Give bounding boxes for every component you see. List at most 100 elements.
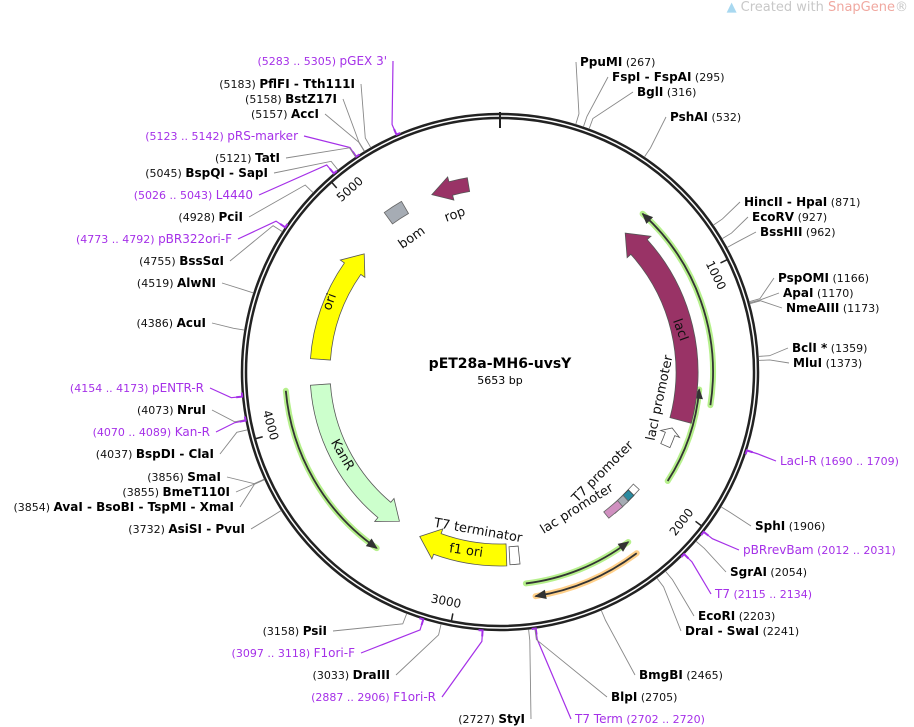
site-label[interactable]: (4154 .. 4173) pENTR-R bbox=[70, 381, 204, 395]
site-label[interactable]: (5283 .. 5305) pGEX 3' bbox=[257, 54, 387, 68]
restriction-site[interactable]: (2727) StyI bbox=[458, 629, 532, 726]
restriction-site[interactable]: (5183) PflFI - Tth111I bbox=[219, 77, 372, 148]
restriction-site[interactable]: (5045) BspQI - SapI bbox=[145, 160, 339, 180]
restriction-site[interactable]: (4519) AlwNI bbox=[137, 276, 254, 294]
site-label[interactable]: (3856) SmaI bbox=[147, 470, 221, 484]
primer-site[interactable]: (4773 .. 4792) pBR322ori-F bbox=[76, 220, 289, 246]
site-label[interactable]: (4928) PciI bbox=[178, 210, 243, 224]
restriction-site[interactable]: NmeAIII (1173) bbox=[749, 300, 880, 315]
restriction-site[interactable]: EcoRV (927) bbox=[721, 210, 827, 240]
restriction-site[interactable]: MluI (1373) bbox=[758, 356, 862, 370]
restriction-site[interactable]: (4386) AcuI bbox=[137, 316, 245, 331]
site-label[interactable]: (3033) DraIII bbox=[313, 668, 390, 682]
feature-laci-promoter[interactable] bbox=[659, 427, 681, 449]
restriction-site[interactable]: BssHII (962) bbox=[726, 225, 836, 248]
feature-f1-ori[interactable] bbox=[419, 528, 508, 567]
site-label[interactable]: (5121) TatI bbox=[215, 151, 280, 165]
restriction-site[interactable]: (3732) AsiSI - PvuI bbox=[128, 510, 282, 536]
site-label[interactable]: (5045) BspQI - SapI bbox=[145, 166, 268, 180]
restriction-site[interactable]: ApaI (1170) bbox=[749, 286, 854, 304]
site-label[interactable]: (5158) BstZ17I bbox=[245, 92, 337, 106]
site-label[interactable]: (3854) AvaI - BsoBI - TspMI - XmaI bbox=[13, 500, 234, 514]
restriction-site[interactable]: (3158) PsiI bbox=[263, 613, 408, 638]
primer-site[interactable]: (5123 .. 5142) pRS-marker bbox=[145, 129, 361, 159]
feature-cap-site[interactable] bbox=[603, 499, 624, 519]
site-label[interactable]: (2727) StyI bbox=[458, 712, 525, 726]
site-label[interactable]: (4519) AlwNI bbox=[137, 276, 216, 290]
site-label[interactable]: MluI (1373) bbox=[793, 356, 862, 370]
orf-arrow[interactable] bbox=[532, 550, 640, 600]
site-label[interactable]: T7 (2115 .. 2134) bbox=[714, 587, 812, 601]
restriction-site[interactable]: PspOMI (1166) bbox=[749, 271, 869, 303]
restriction-site[interactable]: (3033) DraIII bbox=[313, 624, 442, 682]
restriction-site[interactable]: (4755) BssSαI bbox=[139, 225, 283, 268]
site-label[interactable]: (5026 .. 5043) L4440 bbox=[134, 188, 253, 202]
site-label[interactable]: (2887 .. 2906) F1ori-R bbox=[311, 690, 436, 704]
restriction-site[interactable]: (4073) NruI bbox=[137, 403, 246, 423]
site-label[interactable]: BssHII (962) bbox=[760, 225, 836, 239]
primer-site[interactable]: (2887 .. 2906) F1ori-R bbox=[311, 629, 484, 704]
restriction-site[interactable]: (3854) AvaI - BsoBI - TspMI - XmaI bbox=[13, 479, 265, 514]
feature-rop[interactable] bbox=[431, 176, 471, 201]
site-label[interactable]: SgrAI (2054) bbox=[730, 565, 807, 579]
site-label[interactable]: (3732) AsiSI - PvuI bbox=[128, 522, 245, 536]
site-label[interactable]: (3158) PsiI bbox=[263, 624, 327, 638]
feature-ori[interactable] bbox=[310, 253, 366, 361]
site-label[interactable]: (4070 .. 4089) Kan-R bbox=[93, 425, 210, 439]
primer-site[interactable]: LacI-R (1690 .. 1709) bbox=[744, 449, 899, 468]
site-label[interactable]: (4073) NruI bbox=[137, 403, 206, 417]
site-label[interactable]: PspOMI (1166) bbox=[778, 271, 869, 285]
site-label[interactable]: FspI - FspAI (295) bbox=[612, 70, 725, 84]
site-label[interactable]: BlpI (2705) bbox=[611, 690, 677, 704]
site-label[interactable]: (3097 .. 3118) F1ori-F bbox=[232, 646, 356, 660]
restriction-site[interactable]: (4037) BspDI - ClaI bbox=[96, 429, 248, 461]
site-label[interactable]: (4037) BspDI - ClaI bbox=[96, 447, 214, 461]
primer-site[interactable]: (3097 .. 3118) F1ori-F bbox=[232, 617, 425, 660]
restriction-site[interactable]: EcoRI (2203) bbox=[665, 570, 775, 623]
site-label[interactable]: HincII - HpaI (871) bbox=[744, 195, 860, 209]
primer-site[interactable]: pBRrevBam (2012 .. 2031) bbox=[700, 530, 896, 557]
site-label[interactable]: (4386) AcuI bbox=[137, 316, 207, 330]
feature-laci[interactable] bbox=[624, 232, 699, 424]
restriction-site[interactable]: PshAI (532) bbox=[644, 110, 741, 158]
restriction-site[interactable]: DraI - SwaI (2241) bbox=[656, 577, 799, 638]
site-label[interactable]: PpuMI (267) bbox=[580, 55, 655, 69]
primer-site[interactable]: (5026 .. 5043) L4440 bbox=[134, 164, 338, 202]
site-label[interactable]: LacI-R (1690 .. 1709) bbox=[780, 454, 899, 468]
site-label[interactable]: BmgBI (2465) bbox=[639, 668, 723, 682]
primer-site[interactable]: (4070 .. 4089) Kan-R bbox=[93, 416, 247, 439]
site-label[interactable]: DraI - SwaI (2241) bbox=[685, 624, 799, 638]
site-label[interactable]: PshAI (532) bbox=[670, 110, 741, 124]
restriction-site[interactable]: (5157) AccI bbox=[251, 107, 365, 152]
restriction-site[interactable]: (3856) SmaI bbox=[147, 470, 265, 485]
orf-arrow[interactable] bbox=[282, 387, 380, 552]
site-label[interactable]: (5157) AccI bbox=[251, 107, 319, 121]
restriction-site[interactable]: (5158) BstZ17I bbox=[245, 92, 365, 152]
site-label[interactable]: EcoRI (2203) bbox=[698, 609, 775, 623]
site-label[interactable]: (5183) PflFI - Tth111I bbox=[219, 77, 355, 91]
site-label[interactable]: SphI (1906) bbox=[755, 519, 825, 533]
primer-site[interactable]: T7 (2115 .. 2134) bbox=[680, 552, 812, 601]
site-label[interactable]: BclI * (1359) bbox=[792, 341, 867, 355]
site-label[interactable]: (3855) BmeT110I bbox=[122, 485, 230, 499]
restriction-site[interactable]: BmgBI (2465) bbox=[600, 610, 723, 682]
site-label[interactable]: EcoRV (927) bbox=[752, 210, 827, 224]
site-label[interactable]: NmeAIII (1173) bbox=[786, 301, 879, 315]
orf-arrow[interactable] bbox=[639, 210, 716, 409]
site-label[interactable]: (4773 .. 4792) pBR322ori-F bbox=[76, 232, 232, 246]
site-label[interactable]: ApaI (1170) bbox=[783, 286, 854, 300]
site-label[interactable]: T7 Term (2702 .. 2720) bbox=[574, 712, 705, 726]
restriction-site[interactable]: SgrAI (2054) bbox=[695, 540, 807, 579]
restriction-site[interactable]: BclI * (1359) bbox=[758, 341, 868, 357]
primer-site[interactable]: (4154 .. 4173) pENTR-R bbox=[70, 381, 244, 399]
restriction-site[interactable]: PpuMI (267) bbox=[575, 55, 656, 125]
orf-arrow[interactable] bbox=[522, 539, 632, 587]
restriction-site[interactable]: BglI (316) bbox=[588, 85, 696, 129]
restriction-site[interactable]: BlpI (2705) bbox=[534, 628, 678, 704]
site-label[interactable]: (4755) BssSαI bbox=[139, 254, 224, 268]
restriction-site[interactable]: (5121) TatI bbox=[215, 147, 356, 165]
restriction-site[interactable]: SphI (1906) bbox=[720, 506, 825, 533]
site-label[interactable]: BglI (316) bbox=[637, 85, 696, 99]
site-label[interactable]: pBRrevBam (2012 .. 2031) bbox=[743, 543, 896, 557]
feature-bom[interactable] bbox=[383, 200, 410, 225]
